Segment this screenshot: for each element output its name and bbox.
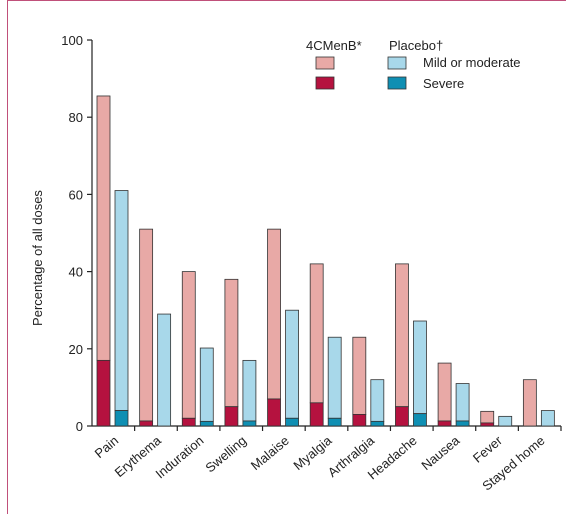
vaccine-severe-bar [437, 420, 452, 427]
legend-level-severe: Severe [423, 76, 464, 91]
placebo-mild-bar [413, 320, 427, 415]
vaccine-mild-bar [352, 336, 367, 415]
legend-swatch-vaccine-severe [315, 76, 335, 90]
vaccine-mild-bar [309, 263, 324, 404]
placebo-severe-bar [327, 417, 342, 427]
vaccine-mild-bar [267, 228, 281, 400]
vaccine-mild-bar [96, 95, 111, 361]
axes: 0 20 40 60 80 100 [61, 33, 562, 434]
placebo-mild-bar [540, 410, 555, 427]
placebo-mild-bar [498, 415, 513, 427]
x-tick-label: Fever [470, 432, 506, 465]
figure-frame [7, 0, 566, 514]
x-tick-label: Induration [153, 433, 207, 482]
legend: 4CMenB* Placebo† Mild or moderate Severe [306, 38, 521, 91]
placebo-severe-bar [413, 413, 427, 427]
bars [96, 95, 555, 427]
vaccine-mild-bar [437, 362, 452, 422]
x-tick-label: Swelling [202, 433, 249, 476]
placebo-mild-bar [199, 347, 214, 422]
placebo-severe-bar [455, 420, 470, 427]
vaccine-severe-bar [139, 420, 154, 427]
placebo-severe-bar [285, 417, 299, 427]
vaccine-mild-bar [224, 278, 239, 408]
x-tick-label: Pain [92, 433, 122, 461]
vaccine-mild-bar [522, 379, 537, 427]
y-tick-label: 100 [61, 33, 83, 48]
vaccine-severe-bar [224, 406, 239, 427]
y-axis-title: Percentage of all doses [30, 190, 45, 326]
legend-swatch-vaccine-mild [315, 56, 335, 70]
vaccine-severe-bar [309, 402, 324, 427]
placebo-severe-bar [370, 420, 385, 427]
placebo-severe-bar [242, 420, 257, 427]
vaccine-mild-bar [181, 271, 196, 419]
legend-level-mild: Mild or moderate [423, 55, 521, 70]
placebo-severe-bar [114, 410, 129, 427]
legend-swatch-placebo-severe [387, 76, 407, 90]
placebo-mild-bar [327, 336, 342, 419]
y-tick-label: 0 [76, 419, 83, 434]
placebo-mild-bar [455, 383, 470, 422]
placebo-mild-bar [370, 379, 385, 422]
legend-swatch-placebo-mild [387, 56, 407, 70]
vaccine-mild-bar [480, 410, 495, 424]
vaccine-severe-bar [96, 359, 111, 427]
vaccine-severe-bar [267, 398, 281, 427]
placebo-severe-bar [199, 420, 214, 427]
placebo-mild-bar [242, 359, 257, 422]
placebo-mild-bar [114, 190, 129, 411]
legend-group-placebo: Placebo† [389, 38, 443, 53]
vaccine-severe-bar [395, 406, 409, 427]
vaccine-severe-bar [352, 414, 367, 427]
placebo-mild-bar [285, 309, 299, 419]
x-tick-label: Malaise [248, 433, 292, 473]
y-tick-label: 40 [69, 265, 83, 280]
vaccine-severe-bar [480, 422, 495, 427]
vaccine-severe-bar [181, 417, 196, 427]
x-tick-label: Nausea [418, 432, 463, 473]
x-tick-labels: PainErythemaIndurationSwellingMalaiseMya… [92, 432, 548, 493]
y-tick-label: 60 [69, 187, 83, 202]
placebo-mild-bar [157, 313, 172, 427]
legend-group-vaccine: 4CMenB* [306, 38, 362, 53]
y-tick-label: 20 [69, 342, 83, 357]
y-tick-label: 80 [69, 110, 83, 125]
vaccine-mild-bar [395, 263, 409, 408]
vaccine-mild-bar [139, 228, 154, 422]
